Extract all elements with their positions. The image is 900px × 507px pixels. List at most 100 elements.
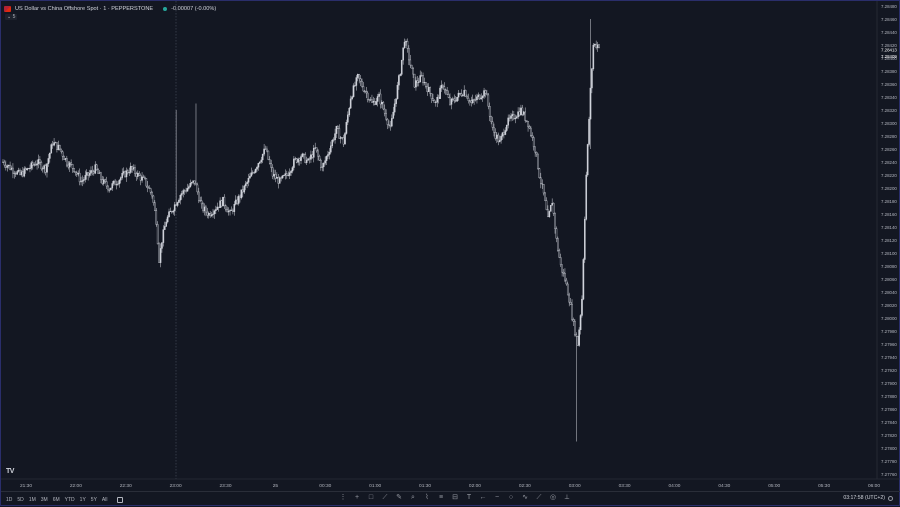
candle-body <box>250 172 253 177</box>
candle-body <box>347 114 349 123</box>
candle-body <box>239 195 241 198</box>
candle-body <box>88 173 91 176</box>
candle-body <box>461 95 464 97</box>
candle-body <box>511 114 514 116</box>
candle-body <box>571 304 573 320</box>
candle-body <box>118 179 121 185</box>
price-tick-label: 7.28120 <box>881 238 897 243</box>
candle-body <box>432 98 434 101</box>
candle-body <box>276 177 278 179</box>
clock[interactable]: 03:17:58 (UTC+2) <box>843 495 885 501</box>
calendar-icon[interactable] <box>117 496 124 503</box>
candle-body <box>20 171 23 175</box>
candle-body <box>294 158 297 160</box>
range-button-5d[interactable]: 5D <box>17 496 24 503</box>
candle-body <box>70 162 72 165</box>
price-axis[interactable]: 7.28480 7.28460 7.28440 7.28420 7.28400 7.283… <box>881 4 897 477</box>
cursor-icon[interactable]: ⋮ <box>339 494 347 501</box>
pin-icon[interactable]: ◎ <box>549 494 557 501</box>
candle-body <box>541 183 544 185</box>
candle-body <box>286 173 288 176</box>
candle-body <box>224 205 227 210</box>
candle-body <box>267 150 270 160</box>
flag-icon <box>4 5 11 12</box>
candle-body <box>464 90 467 97</box>
candle-body <box>459 92 461 94</box>
candle-body <box>246 182 248 185</box>
candle-body <box>410 64 413 69</box>
measure-icon[interactable]: ⊟ <box>452 494 458 501</box>
candle-body <box>112 180 115 184</box>
candle-body <box>559 257 562 265</box>
candle-body <box>348 107 351 116</box>
zoom-icon[interactable]: ⌕ <box>411 494 415 501</box>
price-tick-label: 7.28040 <box>881 290 897 295</box>
collapse-indicators-button[interactable]: ⌄ 5 <box>5 14 18 20</box>
range-button-1y[interactable]: 1Y <box>79 496 86 503</box>
brush-icon[interactable]: ✎ <box>396 494 402 501</box>
range-button-3m[interactable]: 3M <box>40 496 48 503</box>
candle-body <box>504 130 507 135</box>
candle-body <box>165 221 167 227</box>
candle-body <box>295 158 298 163</box>
candle-body <box>71 164 74 169</box>
pattern-icon[interactable]: ⌇ <box>425 494 429 501</box>
candle-body <box>277 177 280 184</box>
tradingview-logo-icon[interactable]: TV <box>6 468 14 475</box>
candle-body <box>41 168 44 170</box>
price-tick-label: 7.28440 <box>881 30 897 35</box>
circle-icon[interactable]: ○ <box>508 494 514 501</box>
path-icon[interactable]: ∿ <box>522 494 528 501</box>
candle-body <box>396 84 399 99</box>
candle-body <box>524 111 527 121</box>
pen-icon[interactable]: ⟋ <box>382 494 388 501</box>
line-icon[interactable]: ⟋ <box>536 494 542 501</box>
range-button-5y[interactable]: 5Y <box>90 496 97 503</box>
candle-body <box>134 167 136 174</box>
candle-body <box>392 111 395 119</box>
candle-body <box>355 77 358 86</box>
candle-body <box>298 158 301 161</box>
candle-body <box>588 118 590 145</box>
candle-body <box>189 183 192 187</box>
range-button-ytd[interactable]: YTD <box>64 496 75 503</box>
range-button-6m[interactable]: 6M <box>52 496 60 503</box>
text-icon[interactable]: T <box>466 494 472 501</box>
candle-body <box>37 159 40 164</box>
candle-body <box>532 137 535 148</box>
chart-canvas[interactable]: 7.28480 7.28460 7.28440 7.28420 7.28400 7.283… <box>1 1 900 491</box>
range-button-1m[interactable]: 1M <box>28 496 36 503</box>
crosshair-icon[interactable]: + <box>354 494 360 501</box>
time-axis[interactable]: 21:30 22:00 22:30 23:00 23:30 25 00:30 01:00 01:… <box>20 483 880 489</box>
candle-body <box>449 97 451 105</box>
range-selector: 1D 5D 1M 3M 6M YTD 1Y 5Y All <box>6 497 107 503</box>
settings-icon[interactable] <box>888 496 893 501</box>
arrow-left-icon[interactable]: ← <box>479 494 487 501</box>
candle-body <box>278 177 281 184</box>
candle-body <box>398 75 400 86</box>
candle-body <box>386 119 389 125</box>
ruler-icon[interactable]: ⟂ <box>564 494 570 501</box>
last-price-label: 7.28413 7.28409 <box>881 47 897 59</box>
candle-body <box>470 100 473 104</box>
price-tick-label: 7.27800 <box>881 446 897 451</box>
candle-body <box>26 168 28 171</box>
candle-body <box>351 96 353 100</box>
candle-body <box>589 87 592 120</box>
candle-body <box>49 152 51 159</box>
candle-body <box>592 44 595 70</box>
range-button-all[interactable]: All <box>101 496 108 503</box>
range-button-1d[interactable]: 1D <box>6 496 13 503</box>
rectangle-icon[interactable]: □ <box>368 494 374 501</box>
candle-body <box>503 132 505 135</box>
time-tick-label: 01:00 <box>369 483 381 489</box>
symbol-title[interactable]: US Dollar vs China Offshore Spot · 1 · P… <box>15 5 154 12</box>
candle-body <box>528 126 531 129</box>
candle-body <box>212 213 214 215</box>
minus-icon[interactable]: − <box>494 494 500 501</box>
candle-body <box>290 170 292 173</box>
candle-body <box>232 209 234 212</box>
candle-body <box>305 159 308 163</box>
candle-body <box>240 189 243 198</box>
fib-icon[interactable]: ≡ <box>438 494 444 501</box>
